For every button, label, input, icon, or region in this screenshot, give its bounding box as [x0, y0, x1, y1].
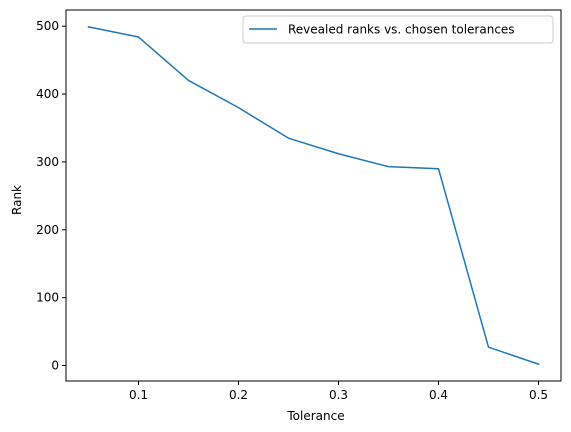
x-tick-label: 0.3: [329, 388, 348, 402]
y-axis-label: Rank: [10, 185, 24, 215]
y-tick-label: 200: [36, 223, 59, 237]
x-axis-label: Tolerance: [286, 409, 344, 423]
y-tick-label: 100: [36, 291, 59, 305]
y-tick-label: 0: [51, 358, 59, 372]
y-tick-label: 500: [36, 19, 59, 33]
legend: Revealed ranks vs. chosen tolerances: [243, 16, 553, 43]
legend-label: Revealed ranks vs. chosen tolerances: [288, 23, 515, 37]
y-tick-label: 300: [36, 155, 59, 169]
x-tick-label: 0.1: [129, 388, 148, 402]
x-tick-label: 0.4: [429, 388, 448, 402]
y-tick-label: 400: [36, 87, 59, 101]
x-tick-label: 0.5: [529, 388, 548, 402]
x-tick-label: 0.2: [229, 388, 248, 402]
